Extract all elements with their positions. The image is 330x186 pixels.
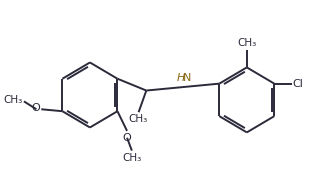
- Text: CH₃: CH₃: [122, 153, 142, 163]
- Text: CH₃: CH₃: [128, 114, 147, 124]
- Text: CH₃: CH₃: [237, 38, 256, 48]
- Text: Cl: Cl: [293, 79, 304, 89]
- Text: H: H: [177, 73, 185, 83]
- Text: O: O: [123, 133, 131, 143]
- Text: N: N: [182, 73, 191, 83]
- Text: CH₃: CH₃: [4, 95, 23, 105]
- Text: O: O: [32, 103, 40, 113]
